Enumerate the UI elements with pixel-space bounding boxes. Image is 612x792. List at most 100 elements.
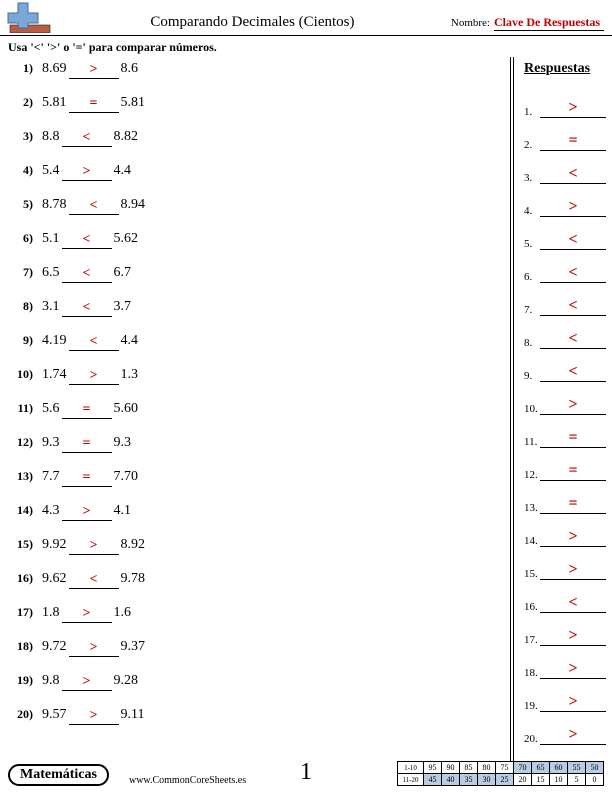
problem-number: 18 (12, 639, 36, 654)
problem-rhs: 8.82 (114, 129, 139, 145)
answer-value: = (540, 132, 606, 151)
answer-number: 13 (524, 502, 540, 514)
problem-operator: < (62, 266, 112, 283)
answer-number: 18 (524, 667, 540, 679)
problem-row: 137.7=7.70 (12, 469, 498, 503)
answer-value: > (540, 396, 606, 415)
problem-row: 94.19<4.4 (12, 333, 498, 367)
answer-number: 19 (524, 700, 540, 712)
answer-value: = (540, 495, 606, 514)
problem-rhs: 1.6 (114, 605, 132, 621)
answer-row: 7< (516, 283, 606, 316)
problem-row: 171.8>1.6 (12, 605, 498, 639)
answer-number: 10 (524, 403, 540, 415)
answer-number: 2 (524, 139, 540, 151)
problem-lhs: 9.3 (36, 435, 60, 451)
problem-number: 19 (12, 673, 36, 688)
problem-lhs: 1.74 (36, 367, 67, 383)
problem-rhs: 1.3 (121, 367, 139, 383)
answer-row: 8< (516, 316, 606, 349)
problem-operator: > (69, 538, 119, 555)
answer-row: 12= (516, 448, 606, 481)
answer-value: > (540, 528, 606, 547)
footer: Matemáticas www.CommonCoreSheets.es 1 1-… (8, 754, 604, 786)
problem-row: 209.57>9.11 (12, 707, 498, 741)
problem-row: 83.1<3.7 (12, 299, 498, 333)
answer-row: 10> (516, 382, 606, 415)
problem-number: 14 (12, 503, 36, 518)
problem-operator: > (62, 674, 112, 691)
problem-rhs: 3.7 (114, 299, 132, 315)
problem-number: 6 (12, 231, 36, 246)
answer-number: 7 (524, 304, 540, 316)
problem-operator: < (69, 334, 119, 351)
problem-operator: > (62, 606, 112, 623)
answer-number: 5 (524, 238, 540, 250)
problem-rhs: 5.60 (114, 401, 139, 417)
problem-lhs: 9.8 (36, 673, 60, 689)
problem-lhs: 9.62 (36, 571, 67, 587)
problem-operator: > (69, 640, 119, 657)
problem-number: 17 (12, 605, 36, 620)
problem-operator: > (62, 504, 112, 521)
answer-number: 14 (524, 535, 540, 547)
problem-operator: > (69, 62, 119, 79)
problem-rhs: 4.1 (114, 503, 132, 519)
answer-value: > (540, 660, 606, 679)
header: Comparando Decimales (Cientos) Nombre: C… (0, 0, 612, 36)
problem-row: 76.5<6.7 (12, 265, 498, 299)
answer-value: = (540, 462, 606, 481)
problem-row: 159.92>8.92 (12, 537, 498, 571)
problem-number: 11 (12, 401, 36, 416)
problem-rhs: 9.28 (114, 673, 139, 689)
answer-row: 3< (516, 151, 606, 184)
answer-row: 4> (516, 184, 606, 217)
problem-rhs: 9.3 (114, 435, 132, 451)
answer-value: < (540, 297, 606, 316)
problem-lhs: 5.81 (36, 95, 67, 111)
problem-number: 1 (12, 61, 36, 76)
answer-value: < (540, 330, 606, 349)
problem-number: 8 (12, 299, 36, 314)
problem-rhs: 9.78 (121, 571, 146, 587)
instructions: Usa '<' '>' o '=' para comparar números. (0, 36, 612, 57)
answer-row: 11= (516, 415, 606, 448)
problem-number: 9 (12, 333, 36, 348)
problem-operator: < (62, 300, 112, 317)
logo (4, 1, 54, 33)
problem-lhs: 6.5 (36, 265, 60, 281)
problem-operator: > (69, 708, 119, 725)
problem-operator: = (62, 470, 112, 487)
answer-row: 18> (516, 646, 606, 679)
problem-rhs: 5.62 (114, 231, 139, 247)
site-url: www.CommonCoreSheets.es (129, 775, 246, 786)
problem-operator: < (62, 130, 112, 147)
answer-value: > (540, 198, 606, 217)
problem-lhs: 9.92 (36, 537, 67, 553)
problem-rhs: 8.92 (121, 537, 146, 553)
answers-heading: Respuestas (516, 57, 606, 85)
problem-number: 5 (12, 197, 36, 212)
problem-row: 18.69>8.6 (12, 61, 498, 95)
problem-lhs: 5.4 (36, 163, 60, 179)
problem-operator: = (69, 96, 119, 113)
answer-row: 13= (516, 481, 606, 514)
problem-lhs: 1.8 (36, 605, 60, 621)
problem-lhs: 7.7 (36, 469, 60, 485)
problem-number: 12 (12, 435, 36, 450)
name-field: Nombre: Clave De Respuestas (451, 15, 604, 33)
problem-lhs: 8.8 (36, 129, 60, 145)
answer-number: 9 (524, 370, 540, 382)
problem-number: 7 (12, 265, 36, 280)
problem-row: 25.81=5.81 (12, 95, 498, 129)
problem-number: 10 (12, 367, 36, 382)
answer-row: 9< (516, 349, 606, 382)
answer-value: > (540, 627, 606, 646)
name-value: Clave De Respuestas (494, 15, 604, 31)
problem-row: 101.74>1.3 (12, 367, 498, 401)
answer-number: 16 (524, 601, 540, 613)
problem-lhs: 5.6 (36, 401, 60, 417)
answer-value: > (540, 726, 606, 745)
problem-number: 15 (12, 537, 36, 552)
problem-lhs: 8.78 (36, 197, 67, 213)
